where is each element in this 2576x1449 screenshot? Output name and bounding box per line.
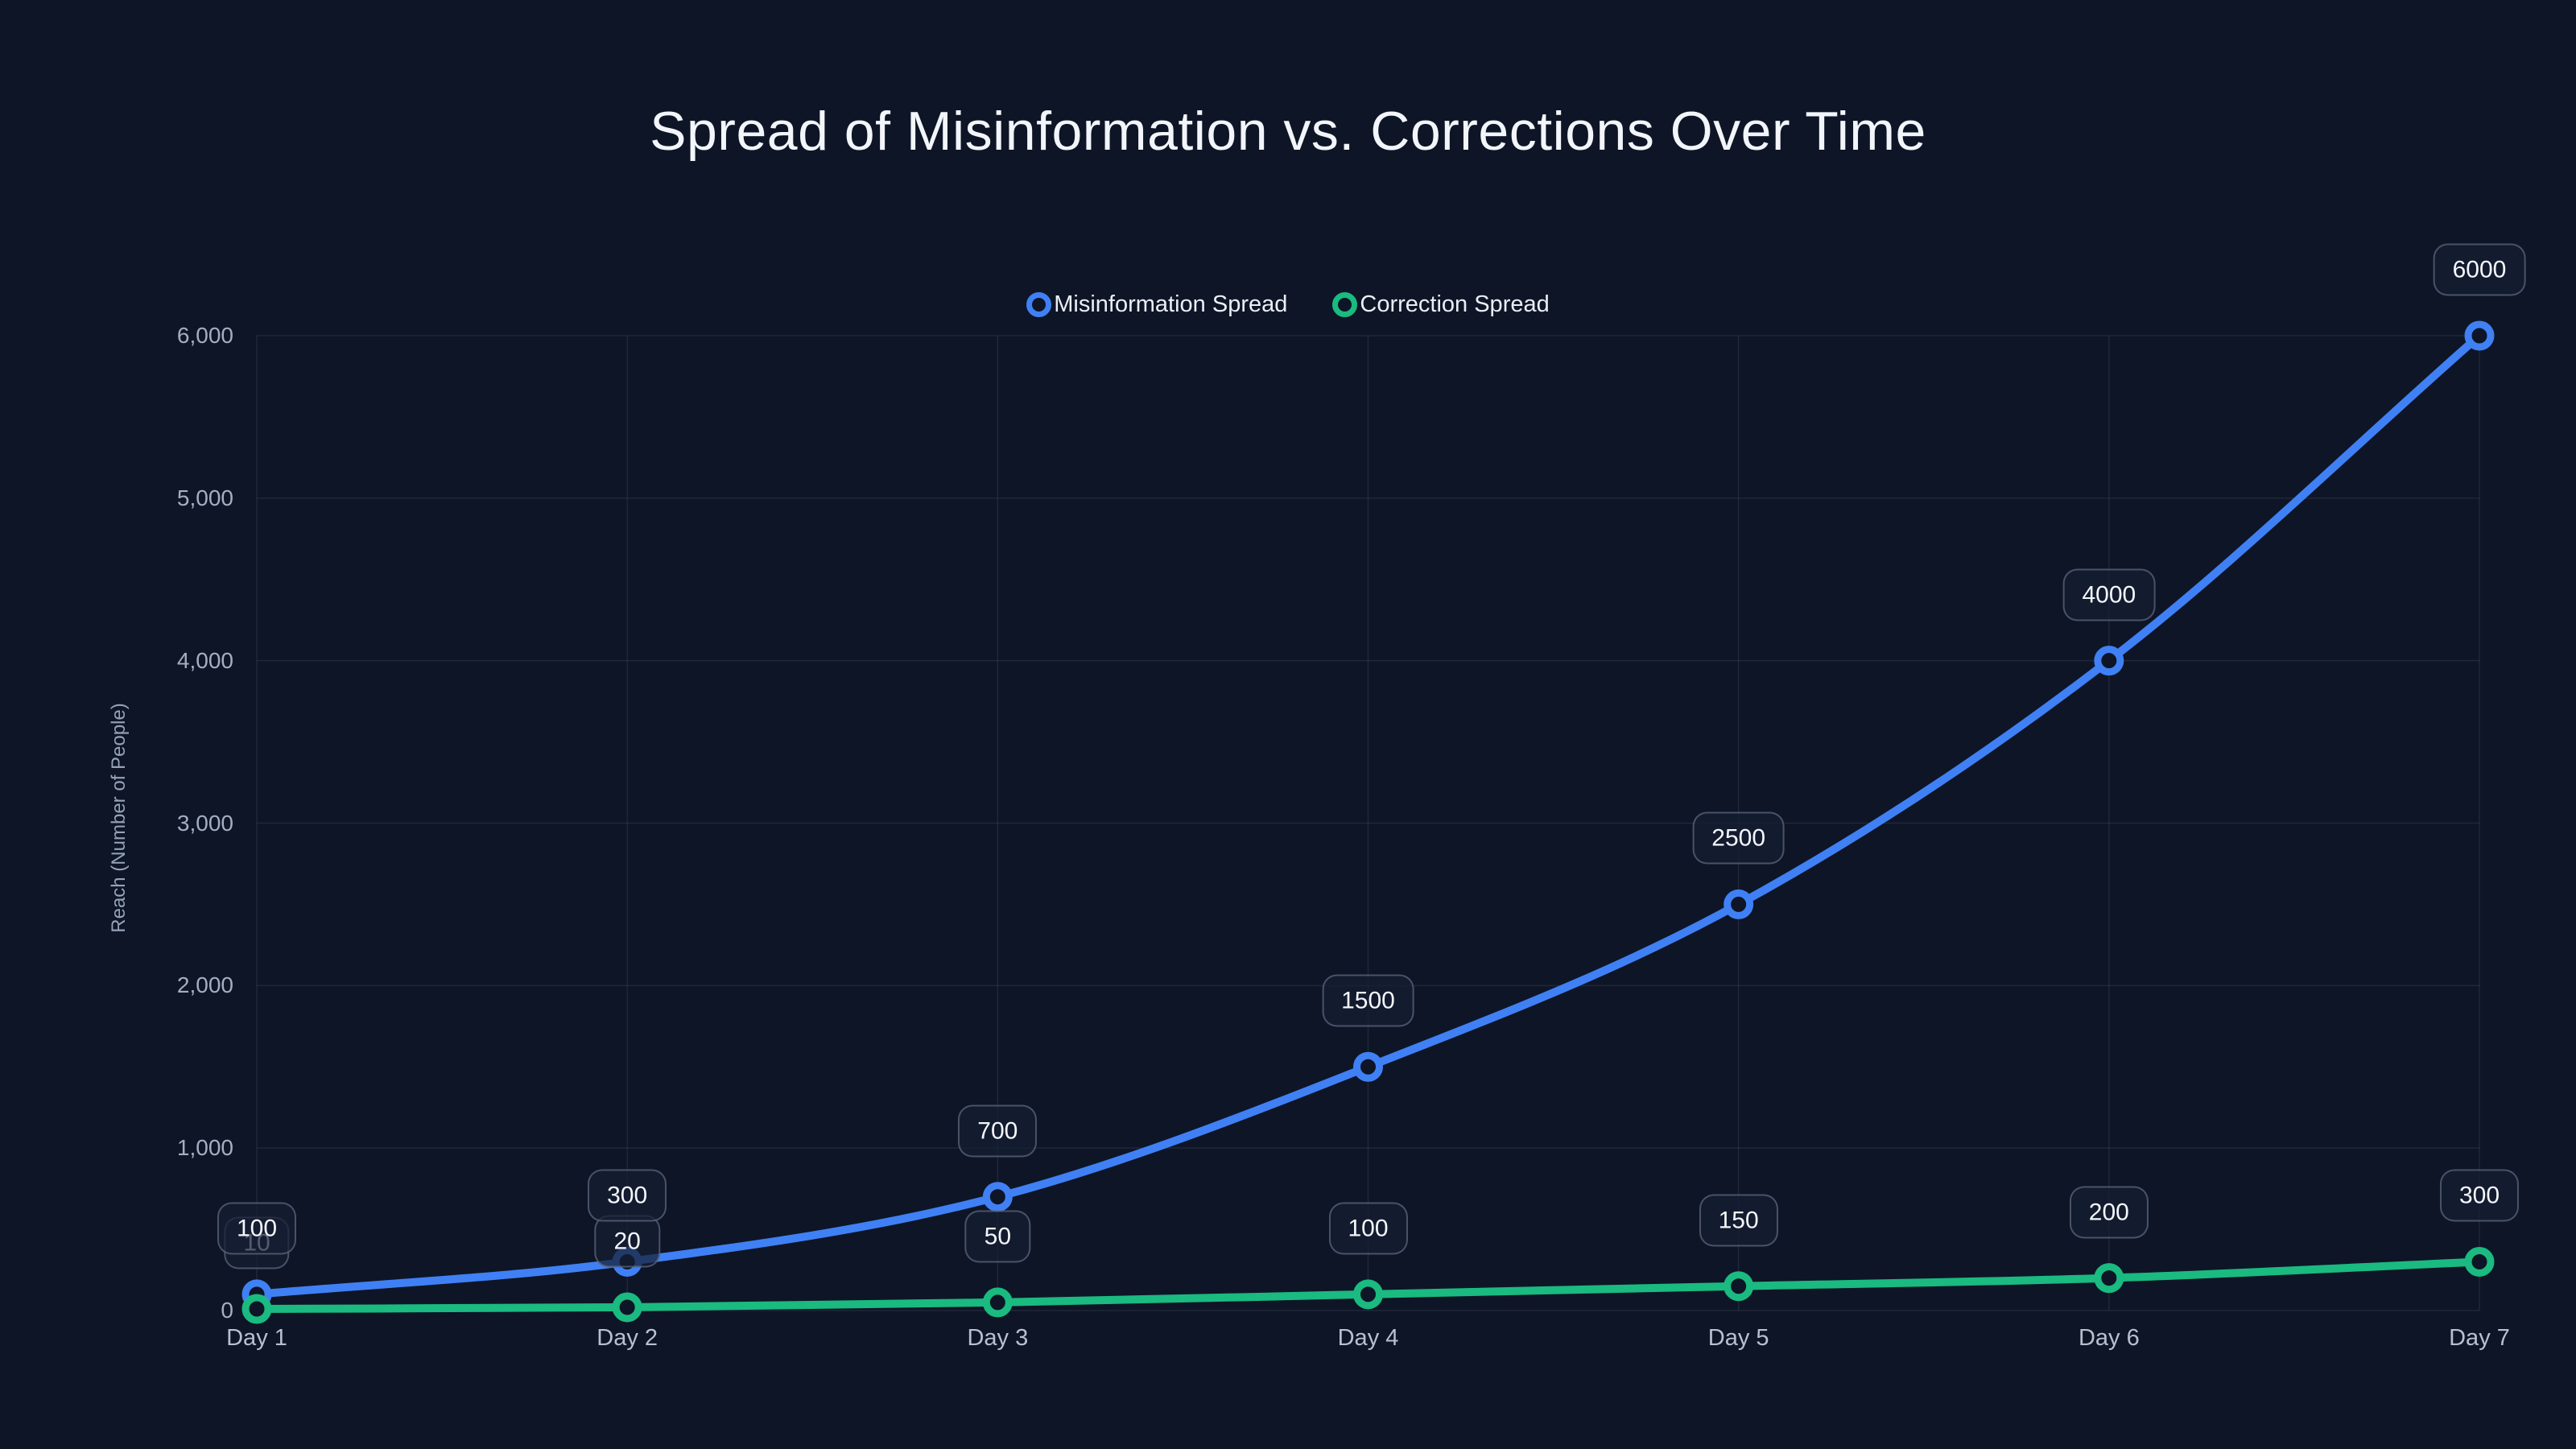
point-label: 1500 <box>1322 974 1414 1027</box>
data-point[interactable] <box>982 1287 1013 1318</box>
legend-item-label: Misinformation Spread <box>1054 291 1288 317</box>
data-point[interactable] <box>242 1294 272 1324</box>
x-tick-label: Day 3 <box>967 1325 1029 1351</box>
gridlines <box>256 335 2480 1311</box>
point-label: 100 <box>217 1202 297 1255</box>
legend-item-misinformation-spread[interactable]: Misinformation Spread <box>1026 291 1287 318</box>
data-point[interactable] <box>1724 889 1754 919</box>
data-point[interactable] <box>1724 1271 1754 1302</box>
point-label: 200 <box>2069 1186 2149 1239</box>
legend-item-label: Correction Spread <box>1360 291 1550 317</box>
y-tick-label: 6,000 <box>176 323 233 348</box>
point-label: 150 <box>1699 1194 1778 1247</box>
data-point[interactable] <box>982 1182 1013 1212</box>
data-point[interactable] <box>2094 1263 2124 1294</box>
point-label: 300 <box>588 1169 667 1222</box>
x-tick-label: Day 2 <box>597 1325 658 1351</box>
y-tick-label: 0 <box>221 1298 233 1323</box>
point-label: 300 <box>2439 1169 2520 1222</box>
point-label: 50 <box>964 1210 1031 1263</box>
point-label: 2500 <box>1692 811 1785 865</box>
legend-marker-icon <box>1026 292 1052 317</box>
point-label: 20 <box>594 1215 660 1268</box>
data-point[interactable] <box>1353 1279 1383 1310</box>
y-tick-label: 2,000 <box>176 972 233 998</box>
data-point[interactable] <box>612 1292 642 1323</box>
x-tick-label: Day 5 <box>1707 1325 1769 1351</box>
point-label: 700 <box>958 1104 1038 1158</box>
data-point[interactable] <box>2464 320 2495 351</box>
data-point[interactable] <box>1353 1051 1383 1082</box>
x-tick-label: Day 1 <box>226 1325 287 1351</box>
legend-marker-icon <box>1332 292 1358 317</box>
x-tick-label: Day 4 <box>1337 1325 1399 1351</box>
y-tick-label: 3,000 <box>176 810 233 836</box>
legend: Misinformation Spread Correction Spread <box>0 291 2576 318</box>
point-label: 6000 <box>2433 243 2526 296</box>
point-label: 4000 <box>2062 568 2156 621</box>
point-label: 100 <box>1328 1202 1408 1255</box>
chart-title: Spread of Misinformation vs. Corrections… <box>650 101 1926 162</box>
y-tick-label: 4,000 <box>176 647 233 673</box>
data-point[interactable] <box>2094 646 2124 676</box>
y-tick-label: 5,000 <box>176 485 233 510</box>
legend-item-correction-spread[interactable]: Correction Spread <box>1332 291 1550 318</box>
x-tick-label: Day 7 <box>2449 1325 2510 1351</box>
x-tick-label: Day 6 <box>2078 1325 2140 1351</box>
data-point[interactable] <box>2464 1246 2495 1277</box>
y-tick-label: 1,000 <box>176 1135 233 1161</box>
